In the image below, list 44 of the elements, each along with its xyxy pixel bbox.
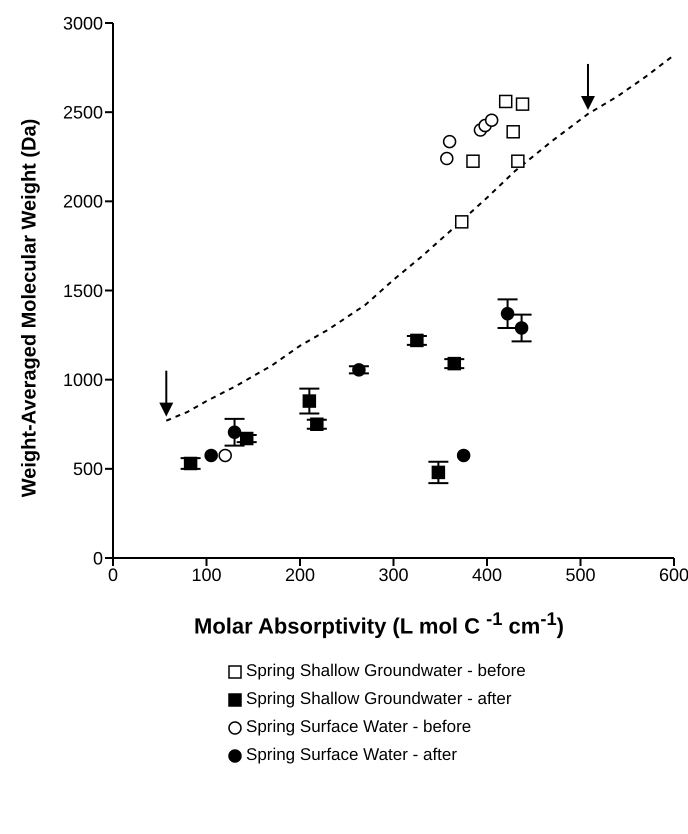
- point: [511, 154, 525, 168]
- y-tick-label: 1000: [62, 370, 103, 390]
- y-tick-label: 1500: [62, 280, 103, 301]
- x-axis-title: Molar Absorptivity (L mol C $^{-1}$ cm$^{-1}$): [193, 608, 565, 640]
- point: [466, 154, 480, 168]
- legend-label: Spring Shallow Groundwater - before: [246, 661, 526, 680]
- point: [506, 125, 520, 139]
- point: [204, 448, 218, 462]
- legend-label: Spring Surface Water - after: [246, 745, 458, 764]
- y-tick-label: 2000: [62, 192, 103, 212]
- point: [516, 97, 530, 111]
- point: [310, 418, 324, 431]
- legend-label: Spring Surface Water - before: [246, 717, 472, 736]
- point: [302, 394, 316, 408]
- x-tick-label: 0: [108, 564, 118, 585]
- x-tick-label: 500: [565, 564, 596, 585]
- x-tick-label: 100: [191, 564, 222, 585]
- point: [456, 448, 470, 462]
- line-series: [165, 54, 674, 422]
- point: [498, 94, 512, 108]
- x-tick-label: 300: [378, 564, 409, 585]
- y-tick-label: 2500: [62, 102, 103, 123]
- point: [240, 432, 254, 446]
- x-tick-label: 600: [658, 564, 688, 585]
- point: [184, 456, 198, 470]
- point: [440, 152, 454, 166]
- y-tick-label: 3000: [62, 13, 103, 34]
- x-tick-label: 200: [284, 564, 316, 585]
- point: [484, 113, 498, 127]
- point: [448, 356, 462, 370]
- point: [455, 215, 469, 229]
- point: [442, 134, 456, 148]
- y-tick-label: 500: [72, 459, 103, 480]
- y-axis-title: Weight-Averaged Molecular Weight (Da): [18, 118, 42, 498]
- point: [432, 466, 446, 480]
- point: [514, 321, 528, 335]
- point: [500, 306, 514, 320]
- y-tick-label: 0: [92, 548, 103, 568]
- point: [228, 426, 242, 440]
- point: [410, 334, 424, 348]
- point: [218, 448, 232, 462]
- point: [352, 363, 366, 377]
- x-tick-label: 400: [472, 564, 502, 585]
- legend-label: Spring Shallow Groundwater - after: [246, 689, 512, 708]
